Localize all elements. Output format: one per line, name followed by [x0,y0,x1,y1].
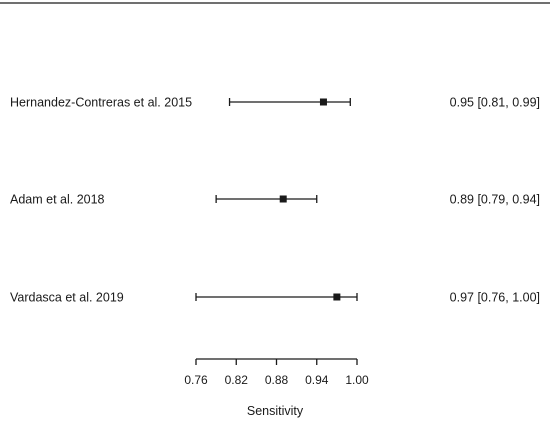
study-label: Vardasca et al. 2019 [10,291,124,305]
x-tick-label: 0.76 [184,373,208,387]
x-tick-label: 0.94 [305,373,329,387]
estimate-ci-text: 0.95 [0.81, 0.99] [450,96,540,110]
x-tick-label: 0.88 [265,373,289,387]
study-row: Vardasca et al. 2019 0.97 [0.76, 1.00] [10,291,540,305]
study-label: Hernandez-Contreras et al. 2015 [10,96,192,110]
point-estimate-marker [319,98,327,106]
study-label: Adam et al. 2018 [10,193,105,207]
x-tick-label: 0.82 [225,373,249,387]
x-tick-label: 1.00 [345,373,369,387]
estimate-ci-text: 0.97 [0.76, 1.00] [450,291,540,305]
estimate-ci-text: 0.89 [0.79, 0.94] [450,193,540,207]
x-axis: 0.76 0.82 0.88 0.94 1.00 [184,358,369,387]
study-row: Adam et al. 2018 0.89 [0.79, 0.94] [10,193,540,207]
x-axis-label: Sensitivity [247,404,304,418]
point-estimate-marker [333,293,341,301]
study-rows: Hernandez-Contreras et al. 2015 0.95 [0.8… [10,96,540,305]
study-row: Hernandez-Contreras et al. 2015 0.95 [0.8… [10,96,540,110]
point-estimate-marker [279,195,287,203]
